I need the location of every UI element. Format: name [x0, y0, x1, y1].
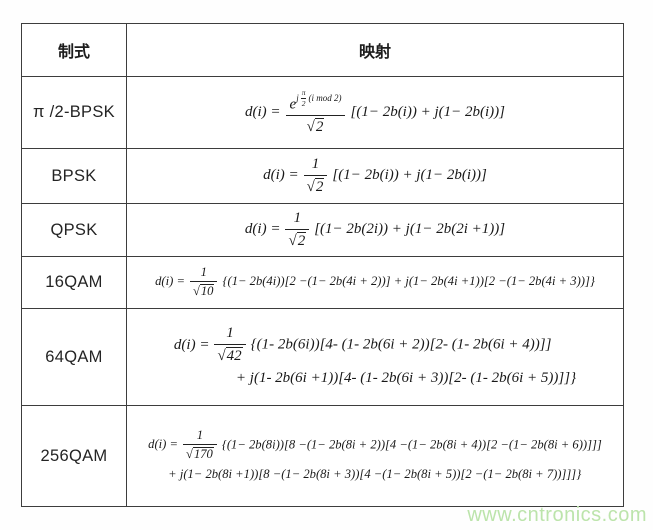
header-scheme: 制式 — [21, 23, 127, 77]
exp-j: j — [296, 92, 299, 103]
scheme-label-16qam: 16QAM — [21, 256, 127, 309]
sqrt-icon: √ — [192, 284, 200, 299]
formula-lead: d(i) = — [173, 336, 210, 353]
table-row: QPSK d(i) = 1 √2 [(1− 2b(2i)) + j(1− 2b(2i … — [21, 203, 624, 257]
sqrt-icon: √ — [288, 232, 297, 249]
fraction: 1 √10 — [189, 265, 218, 299]
scheme-label-qpsk: QPSK — [21, 203, 127, 257]
table-row: BPSK d(i) = 1 √2 [(1− 2b(i)) + j(1− 2b(i))] — [21, 148, 624, 204]
formula-cell-qpsk: d(i) = 1 √2 [(1− 2b(2i)) + j(1− 2b(2i +1))] — [126, 203, 624, 257]
table-row: 64QAM d(i) = 1 √42 {(1- 2b(6i))[4- (1- 2b(6… — [21, 308, 624, 406]
header-mapping: 映射 — [126, 23, 624, 77]
formula-cell-256qam: d(i) = 1 √170 {(1− 2b(8i))[8 −(1− 2b(8i + 2… — [126, 405, 624, 507]
formula-lead: d(i) = — [263, 167, 299, 184]
sqrt-icon: √ — [217, 347, 226, 364]
formula-qpsk: d(i) = 1 √2 [(1− 2b(2i)) + j(1− 2b(2i +1))] — [244, 210, 506, 250]
scheme-label-256qam: 256QAM — [21, 405, 127, 507]
fraction: 1 √170 — [183, 428, 217, 462]
formula-cell-64qam: d(i) = 1 √42 {(1- 2b(6i))[4- (1- 2b(6i + 2)… — [126, 308, 624, 406]
formula-16qam: d(i) = 1 √10 {(1− 2b(4i))[2 −(1− 2b(4i + 2)… — [155, 265, 595, 299]
formula-body: [(1− 2b(i)) + j(1− 2b(i))] — [350, 103, 505, 120]
sqrt-icon: √ — [306, 178, 315, 195]
table-row: 256QAM d(i) = 1 √170 {(1− 2b(8i))[8 −(1− 2b… — [21, 405, 624, 507]
numerator: 1 — [285, 210, 310, 230]
formula-body: [(1− 2b(2i)) + j(1− 2b(2i +1))] — [314, 221, 506, 238]
sqrt-icon: √ — [186, 447, 193, 462]
euler-base: e — [289, 96, 297, 113]
formula-body-line1: {(1− 2b(8i))[8 −(1− 2b(8i + 2))[4 −(1− 2… — [221, 437, 602, 452]
radicand: 170 — [192, 447, 214, 462]
formula-body: [(1− 2b(i)) + j(1− 2b(i))] — [332, 167, 487, 184]
formula-body-line2: + j(1− 2b(8i +1))[8 −(1− 2b(8i + 3))[4 −… — [168, 467, 582, 482]
formula-body-line2: + j(1- 2b(6i +1))[4- (1- 2b(6i + 3))[2- … — [235, 370, 577, 387]
sqrt-icon: √ — [306, 119, 315, 136]
fraction: e j π 2 (i mod 2) √2 — [285, 89, 346, 136]
numerator: 1 — [189, 265, 218, 283]
numerator: 1 — [183, 428, 217, 446]
formula-cell-pi2bpsk: d(i) = e j π 2 (i mod 2) √2 [(1− 2b(i)) + j(1− … — [126, 76, 624, 149]
formula-cell-bpsk: d(i) = 1 √2 [(1− 2b(i)) + j(1− 2b(i))] — [126, 148, 624, 204]
formula-cell-16qam: d(i) = 1 √10 {(1− 2b(4i))[2 −(1− 2b(4i + 2)… — [126, 256, 624, 309]
numerator: 1 — [214, 325, 246, 345]
radicand: 2 — [314, 118, 325, 136]
scheme-label-bpsk: BPSK — [21, 148, 127, 204]
fraction: 1 √42 — [214, 325, 246, 365]
radicand: 10 — [199, 284, 215, 299]
exp-frac-den: 2 — [301, 98, 306, 108]
formula-lead: d(i) = — [155, 274, 185, 289]
exp-frac-num: π — [300, 88, 307, 99]
radicand: 2 — [314, 177, 325, 195]
table-row: π /2-BPSK d(i) = e j π 2 (i mod 2) √2 [(1− 2b(i… — [21, 76, 624, 149]
numerator: 1 — [303, 156, 328, 176]
exponent: j π 2 (i mod 2) — [296, 89, 341, 107]
formula-body: {(1− 2b(4i))[2 −(1− 2b(4i + 2))] + j(1− … — [222, 274, 595, 289]
radicand: 2 — [296, 231, 307, 249]
formula-body-line1: {(1- 2b(6i))[4- (1- 2b(6i + 2))[2- (1- 2… — [250, 336, 552, 353]
watermark-cntronics: www.cntronics.com — [467, 504, 647, 526]
formula-lead: d(i) = — [148, 437, 179, 452]
scheme-label-pi2bpsk: π /2-BPSK — [21, 76, 127, 149]
exp-tail: (i mod 2) — [308, 92, 342, 103]
table-row: 16QAM d(i) = 1 √10 {(1− 2b(4i))[2 −(1− 2b(4… — [21, 256, 624, 309]
formula-pi2bpsk: d(i) = e j π 2 (i mod 2) √2 [(1− 2b(i)) + j(1− … — [245, 89, 505, 136]
formula-bpsk: d(i) = 1 √2 [(1− 2b(i)) + j(1− 2b(i))] — [263, 156, 487, 196]
formula-256qam: d(i) = 1 √170 {(1− 2b(8i))[8 −(1− 2b(8i + 2… — [148, 428, 602, 483]
fraction: 1 √2 — [285, 210, 310, 250]
formula-64qam: d(i) = 1 √42 {(1- 2b(6i))[4- (1- 2b(6i + 2)… — [173, 325, 577, 388]
scheme-label-64qam: 64QAM — [21, 308, 127, 406]
fraction: 1 √2 — [303, 156, 328, 196]
formula-lead: d(i) = — [244, 221, 281, 238]
formula-lead: d(i) = — [245, 103, 281, 120]
radicand: 42 — [225, 346, 243, 364]
modulation-mapping-table: 制式 映射 π /2-BPSK d(i) = e j π 2 (i mod 2) √2 [(1… — [21, 23, 624, 507]
table-header-row: 制式 映射 — [21, 23, 624, 77]
